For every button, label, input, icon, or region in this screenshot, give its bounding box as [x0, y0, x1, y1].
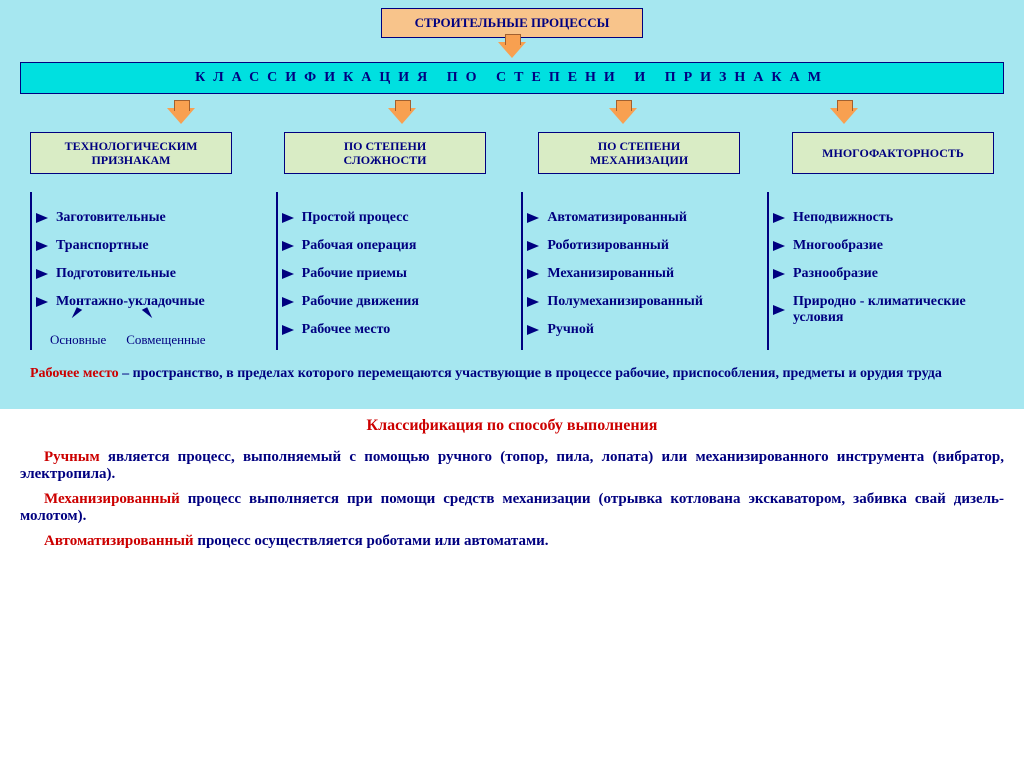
- title-text: СТРОИТЕЛЬНЫЕ ПРОЦЕССЫ: [415, 15, 610, 31]
- arrow-right-icon: [36, 241, 48, 251]
- paragraph-text: является процесс, выполняемый с помощью …: [20, 449, 1004, 482]
- category-box: МНОГОФАКТОРНОСТЬ: [792, 132, 994, 174]
- arrow-icon: [167, 108, 195, 124]
- item-label: Механизированный: [547, 266, 674, 282]
- list-item: Рабочее место: [282, 322, 503, 338]
- category-label: ПРИЗНАКАМ: [65, 153, 198, 167]
- arrow-right-icon: [527, 325, 539, 335]
- arrow-right-icon: [282, 241, 294, 251]
- term: Ручным: [44, 449, 108, 465]
- category-label: СЛОЖНОСТИ: [343, 153, 426, 167]
- term: Механизированный: [44, 491, 188, 507]
- list-item: Разнообразие: [773, 266, 994, 282]
- arrow-right-icon: [282, 297, 294, 307]
- list-item: Транспортные: [36, 238, 257, 254]
- list-item: Простой процесс: [282, 210, 503, 226]
- item-label: Разнообразие: [793, 266, 878, 282]
- item-label: Многообразие: [793, 238, 883, 254]
- list-item: Полумеханизированный: [527, 294, 748, 310]
- arrow-right-icon: [36, 297, 48, 307]
- sub-item: Основные: [50, 322, 106, 348]
- category-label: ПО СТЕПЕНИ: [590, 139, 688, 153]
- arrow-icon: [609, 108, 637, 124]
- column-mechanization: Автоматизированный Роботизированный Меха…: [521, 192, 748, 350]
- term: Автоматизированный: [44, 533, 197, 549]
- item-label: Рабочие приемы: [302, 266, 407, 282]
- arrow-right-icon: [773, 213, 785, 223]
- bottom-heading: Классификация по способу выполнения: [20, 417, 1004, 435]
- arrow-right-icon: [527, 269, 539, 279]
- definition-text: Рабочее место – пространство, в пределах…: [10, 360, 1014, 394]
- item-label: Полумеханизированный: [547, 294, 703, 310]
- paragraph: Механизированный процесс выполняется при…: [20, 491, 1004, 525]
- category-label: ТЕХНОЛОГИЧЕСКИМ: [65, 139, 198, 153]
- paragraph: Ручным является процесс, выполняемый с п…: [20, 449, 1004, 483]
- paragraph-text: процесс осуществляется роботами или авто…: [197, 533, 548, 549]
- arrow-right-icon: [36, 213, 48, 223]
- paragraph: Автоматизированный процесс осуществляетс…: [20, 533, 1004, 550]
- sub-item: Совмещенные: [126, 322, 205, 348]
- list-item: Рабочая операция: [282, 238, 503, 254]
- arrow-right-icon: [527, 213, 539, 223]
- arrow-right-icon: [773, 241, 785, 251]
- classification-text: КЛАССИФИКАЦИЯ ПО СТЕПЕНИ И ПРИЗНАКАМ: [195, 70, 829, 86]
- arrow-row: [10, 100, 1014, 124]
- classification-bar: КЛАССИФИКАЦИЯ ПО СТЕПЕНИ И ПРИЗНАКАМ: [20, 62, 1004, 94]
- arrow-icon: [498, 42, 526, 58]
- item-label: Автоматизированный: [547, 210, 687, 226]
- list-item: Заготовительные: [36, 210, 257, 226]
- list-item: Механизированный: [527, 266, 748, 282]
- list-item: Рабочие движения: [282, 294, 503, 310]
- item-label: Природно - климатические условия: [793, 294, 994, 326]
- category-box: ПО СТЕПЕНИ СЛОЖНОСТИ: [284, 132, 486, 174]
- item-label: Рабочее место: [302, 322, 391, 338]
- bottom-section: Классификация по способу выполнения Ручн…: [0, 409, 1024, 573]
- list-item: Роботизированный: [527, 238, 748, 254]
- column-tech: Заготовительные Транспортные Подготовите…: [30, 192, 257, 350]
- item-label: Неподвижность: [793, 210, 893, 226]
- columns: Заготовительные Транспортные Подготовите…: [10, 174, 1014, 360]
- category-label: МНОГОФАКТОРНОСТЬ: [822, 146, 964, 160]
- category-box: ТЕХНОЛОГИЧЕСКИМ ПРИЗНАКАМ: [30, 132, 232, 174]
- item-label: Рабочие движения: [302, 294, 419, 310]
- sub-row: Основные Совмещенные: [50, 322, 257, 348]
- arrow-right-icon: [282, 325, 294, 335]
- arrow-icon: [830, 108, 858, 124]
- list-item: Природно - климатические условия: [773, 294, 994, 326]
- column-complexity: Простой процесс Рабочая операция Рабочие…: [276, 192, 503, 350]
- arrow-right-icon: [282, 269, 294, 279]
- list-item: Многообразие: [773, 238, 994, 254]
- arrow-right-icon: [527, 241, 539, 251]
- arrow-right-icon: [282, 213, 294, 223]
- item-label: Подготовительные: [56, 266, 176, 282]
- arrow-icon: [388, 108, 416, 124]
- category-label: ПО СТЕПЕНИ: [343, 139, 426, 153]
- definition-term: Рабочее место: [30, 366, 119, 381]
- definition-rest: – пространство, в пределах которого пере…: [119, 366, 942, 381]
- list-item: Ручной: [527, 322, 748, 338]
- item-label: Ручной: [547, 322, 594, 338]
- arrow-right-icon: [773, 305, 785, 315]
- arrow-right-icon: [773, 269, 785, 279]
- item-label: Рабочая операция: [302, 238, 417, 254]
- arrow-right-icon: [36, 269, 48, 279]
- item-label: Простой процесс: [302, 210, 409, 226]
- list-item: Подготовительные: [36, 266, 257, 282]
- item-label: Роботизированный: [547, 238, 669, 254]
- arrow-right-icon: [527, 297, 539, 307]
- item-label: Заготовительные: [56, 210, 166, 226]
- column-multifactor: Неподвижность Многообразие Разнообразие …: [767, 192, 994, 350]
- list-item: Рабочие приемы: [282, 266, 503, 282]
- category-label: МЕХАНИЗАЦИИ: [590, 153, 688, 167]
- diagram-area: СТРОИТЕЛЬНЫЕ ПРОЦЕССЫ КЛАССИФИКАЦИЯ ПО С…: [0, 0, 1024, 409]
- list-item: Автоматизированный: [527, 210, 748, 226]
- list-item: Неподвижность: [773, 210, 994, 226]
- category-box: ПО СТЕПЕНИ МЕХАНИЗАЦИИ: [538, 132, 740, 174]
- item-label: Транспортные: [56, 238, 149, 254]
- category-row: ТЕХНОЛОГИЧЕСКИМ ПРИЗНАКАМ ПО СТЕПЕНИ СЛО…: [10, 132, 1014, 174]
